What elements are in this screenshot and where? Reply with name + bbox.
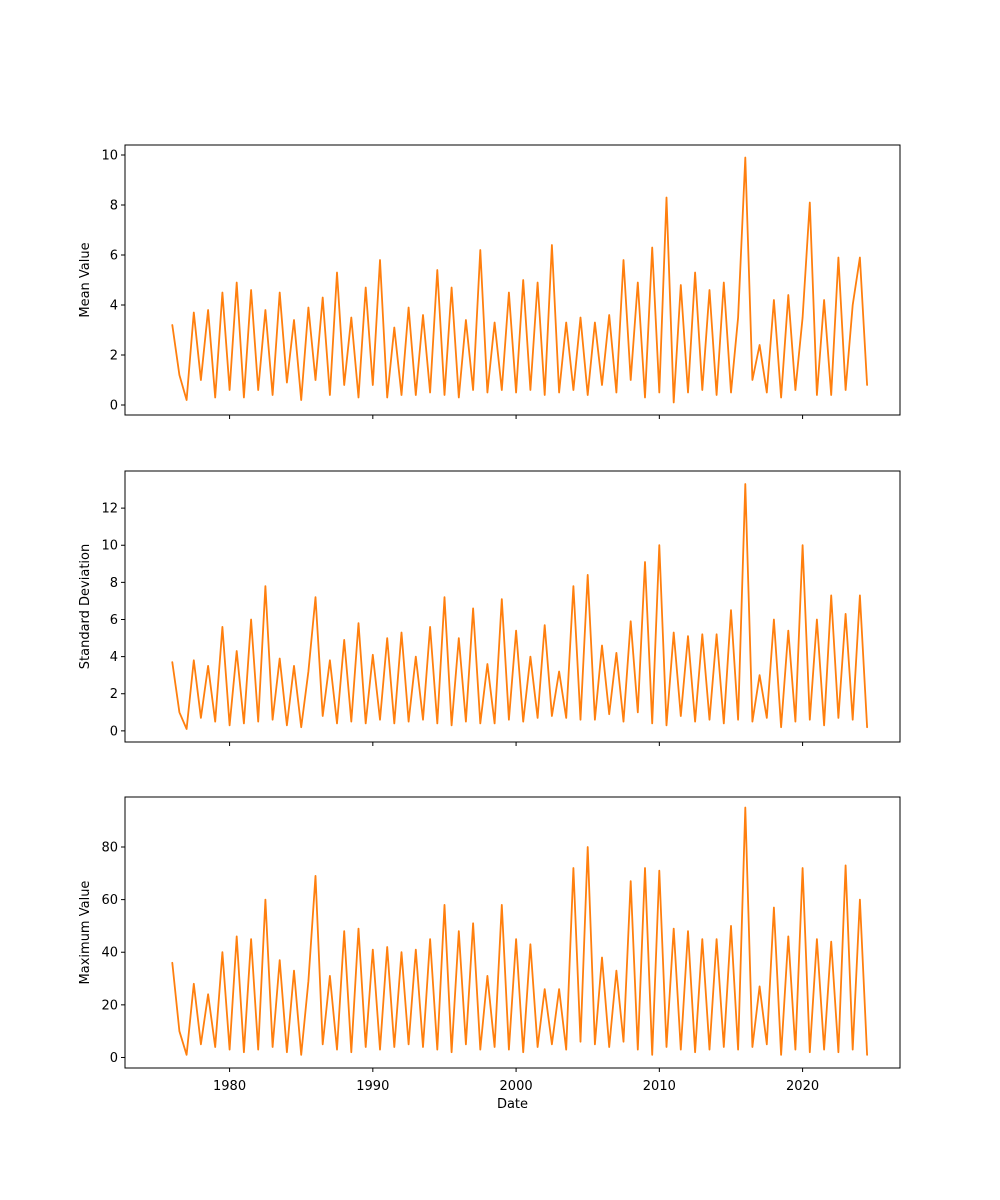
y-tick-label: 80 [101,840,118,855]
subplot-3: 0 20 40 60 80 1980 1990 2000 2010 2020 Maximum Val… [78,796,901,1112]
y-tick-label: 40 [101,946,118,961]
subplot-2: 0 2 4 6 8 10 12 Standard Deviation [78,470,901,746]
y-tick-label: 8 [110,199,118,214]
x-tick-label: 2020 [786,1079,819,1094]
series-line-3-1 [171,806,868,1056]
y-tick-label: 10 [101,539,118,554]
y-tick-label: 10 [101,149,118,164]
x-tick-label: 1990 [356,1079,389,1094]
y-tick-label: 12 [101,502,118,517]
y-tick-label: 60 [101,893,118,908]
y-axis-label-2: Standard Deviation [78,544,93,669]
y-tick-label: 20 [101,998,118,1013]
x-tick-label: 2000 [500,1079,533,1094]
y-tick-label: 8 [110,576,118,591]
y-tick-label: 0 [110,724,118,739]
y-axis-label-1: Mean Value [78,242,93,317]
y-tick-label: 6 [110,249,118,264]
axes-frame-3 [124,796,901,1069]
subplot-1: 0 2 4 6 8 10 Mean Value [78,144,901,419]
x-axis-label: Date [497,1097,528,1112]
y-tick-label: 6 [110,613,118,628]
y-tick-label: 2 [110,687,118,702]
axes-frame-1 [124,144,901,416]
series-line-2-1 [171,483,868,730]
y-tick-label: 0 [110,1051,118,1066]
y-axis-label-3: Maximum Value [78,881,93,985]
axes-frame-2 [124,470,901,743]
series-line-1-1 [171,156,868,404]
y-tick-label: 0 [110,399,118,414]
y-tick-label: 4 [110,299,118,314]
x-tick-label: 1980 [213,1079,246,1094]
y-tick-label: 2 [110,349,118,364]
x-tick-label: 2010 [643,1079,676,1094]
y-tick-label: 4 [110,650,118,665]
